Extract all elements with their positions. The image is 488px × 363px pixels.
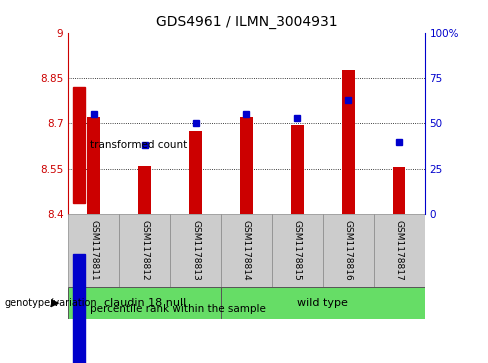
Text: GSM1178816: GSM1178816 [344, 220, 353, 281]
Text: GSM1178817: GSM1178817 [395, 220, 404, 281]
Bar [189, 131, 202, 214]
Bar [291, 125, 304, 214]
Bar [221, 214, 272, 287]
Bar [323, 214, 374, 287]
Text: GSM1178814: GSM1178814 [242, 220, 251, 281]
Text: GSM1178815: GSM1178815 [293, 220, 302, 281]
Text: claudin 18 null: claudin 18 null [103, 298, 186, 308]
Title: GDS4961 / ILMN_3004931: GDS4961 / ILMN_3004931 [156, 15, 337, 29]
Bar [73, 254, 85, 363]
Text: genotype/variation: genotype/variation [5, 298, 98, 308]
Bar [87, 117, 100, 214]
Text: transformed count: transformed count [90, 140, 187, 150]
Text: GSM1178812: GSM1178812 [140, 220, 149, 281]
Text: percentile rank within the sample: percentile rank within the sample [90, 303, 266, 314]
Bar [68, 287, 221, 319]
Bar [68, 214, 119, 287]
Bar [119, 214, 170, 287]
Text: wild type: wild type [297, 298, 348, 308]
Bar [170, 214, 221, 287]
Bar [73, 87, 85, 203]
Bar [342, 70, 355, 214]
Bar [240, 117, 253, 214]
Text: GSM1178811: GSM1178811 [89, 220, 98, 281]
Bar [221, 287, 425, 319]
Bar [393, 167, 406, 214]
Text: ▶: ▶ [51, 298, 60, 308]
Bar [272, 214, 323, 287]
Bar [138, 166, 151, 214]
Bar [374, 214, 425, 287]
Text: GSM1178813: GSM1178813 [191, 220, 200, 281]
